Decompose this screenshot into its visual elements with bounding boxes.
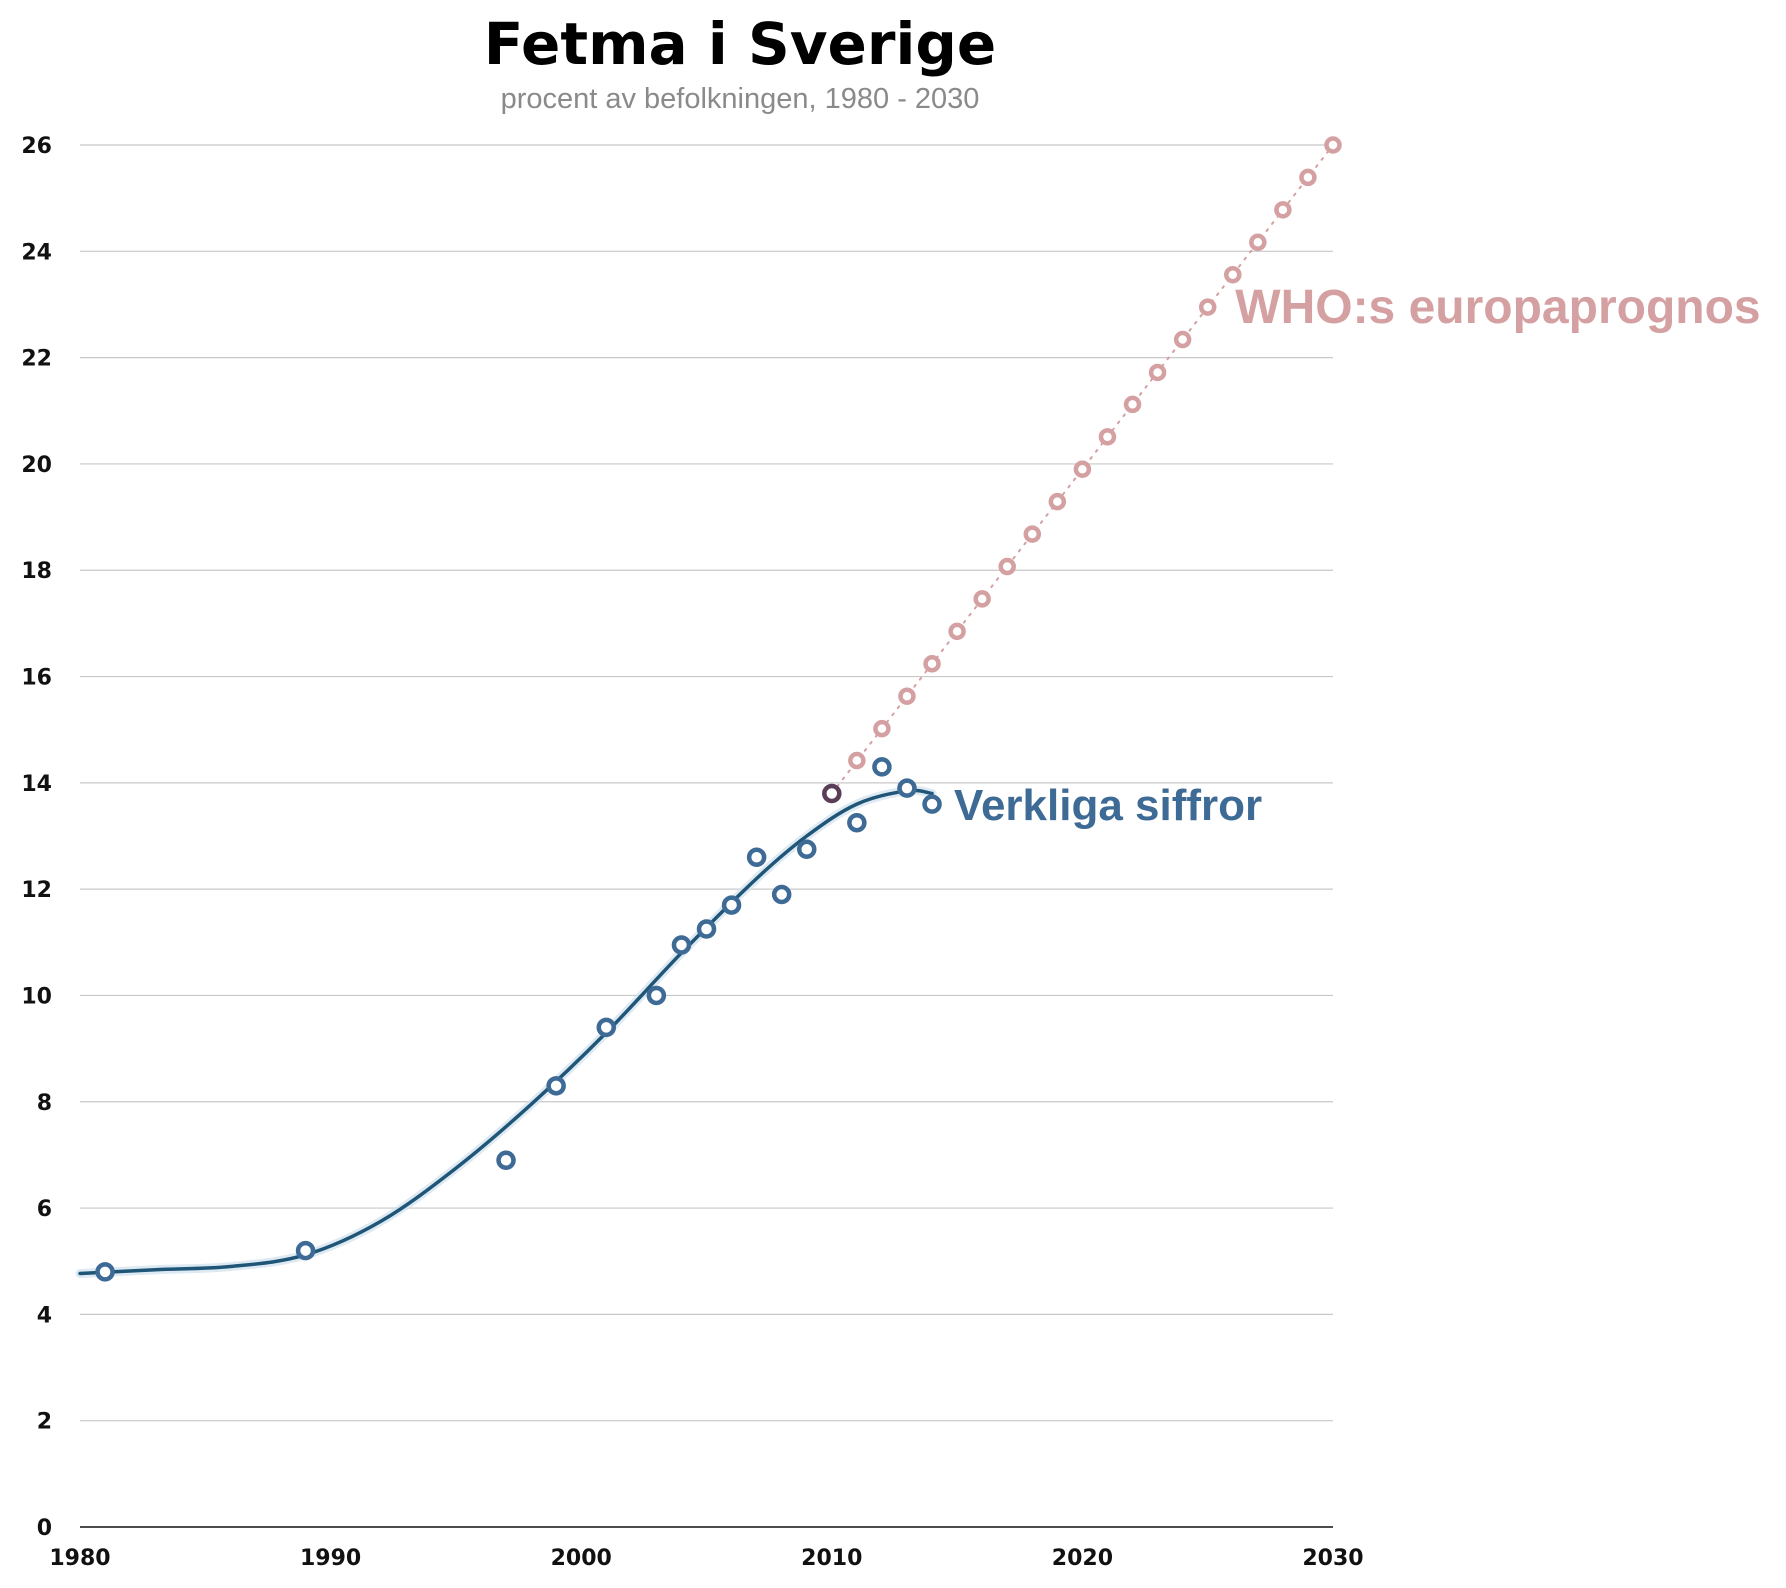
y-tick-label: 26 xyxy=(21,134,52,159)
actual-point xyxy=(496,1150,516,1170)
x-tick-label: 2000 xyxy=(551,1546,612,1571)
trend-line xyxy=(78,788,934,1276)
actual-point xyxy=(796,839,817,860)
x-tick-label: 2020 xyxy=(1052,1546,1113,1571)
x-tick-label: 2010 xyxy=(801,1546,862,1571)
actual-point xyxy=(847,812,867,833)
y-tick-label: 16 xyxy=(21,666,52,691)
actual-point xyxy=(897,778,917,798)
who-forecast-point xyxy=(1198,298,1217,316)
y-tick-label: 22 xyxy=(21,347,52,372)
who-forecast-point xyxy=(848,751,866,770)
actual-point xyxy=(872,757,892,777)
actual-point xyxy=(646,985,667,1006)
who-forecast-point xyxy=(948,622,966,641)
y-tick-label: 18 xyxy=(21,559,52,584)
who-forecast-point xyxy=(923,655,941,673)
who-forecast-point xyxy=(1123,395,1142,414)
actual-point xyxy=(596,1017,617,1038)
overlap-point xyxy=(822,783,842,804)
actual-point xyxy=(771,884,792,905)
series-label-actual: Verkliga siffror xyxy=(954,781,1262,830)
who-forecast-point xyxy=(1023,525,1042,543)
y-tick-label: 4 xyxy=(37,1303,52,1328)
y-tick-label: 20 xyxy=(21,453,52,478)
who-forecast-point xyxy=(1249,233,1267,252)
who-forecast-points xyxy=(848,136,1342,770)
y-tick-label: 0 xyxy=(37,1516,52,1541)
x-tick-label: 1990 xyxy=(300,1546,361,1571)
y-tick-label: 10 xyxy=(21,984,52,1009)
who-forecast-point xyxy=(1173,330,1192,349)
actual-point xyxy=(746,847,767,868)
actual-trend-line xyxy=(75,785,937,1278)
who-forecast-point xyxy=(873,719,891,738)
x-axis-ticks: 1980 1990 2000 2010 2020 2030 xyxy=(49,1546,1363,1571)
y-tick-label: 12 xyxy=(21,878,52,903)
chart-title: Fetma i Sverige xyxy=(484,10,996,78)
who-forecast-point xyxy=(1324,136,1342,154)
y-tick-label: 8 xyxy=(37,1091,52,1116)
series-label-who: WHO:s europaprognos xyxy=(1235,281,1760,334)
actual-point xyxy=(671,935,692,955)
who-forecast-point xyxy=(1224,265,1242,284)
chart-subtitle: procent av befolkningen, 1980 - 2030 xyxy=(501,83,980,115)
actual-point xyxy=(696,919,717,939)
who-forecast-line xyxy=(830,144,1334,795)
who-forecast-point xyxy=(1274,201,1292,219)
gridlines xyxy=(80,144,1333,1422)
actual-point xyxy=(95,1262,115,1282)
trend-confidence-band xyxy=(75,785,937,1278)
actual-point xyxy=(721,895,742,915)
y-tick-label: 6 xyxy=(37,1197,52,1222)
actual-point xyxy=(546,1076,566,1096)
who-forecast-point xyxy=(898,687,916,705)
y-tick-label: 14 xyxy=(21,772,52,797)
actual-point xyxy=(295,1240,316,1261)
who-forecast-point xyxy=(1148,363,1167,382)
who-forecast-point xyxy=(1098,428,1117,446)
x-tick-label: 1980 xyxy=(49,1546,110,1571)
who-forecast-point xyxy=(1048,492,1067,511)
y-tick-label: 2 xyxy=(37,1410,52,1435)
who-forecast-dotted-line xyxy=(830,144,1334,795)
who-forecast-point xyxy=(1299,168,1317,187)
who-forecast-point xyxy=(998,557,1016,576)
actual-point xyxy=(922,794,942,814)
who-forecast-point xyxy=(973,590,991,608)
actual-points xyxy=(95,757,942,1282)
who-forecast-point xyxy=(1073,460,1092,478)
x-tick-label: 2030 xyxy=(1302,1546,1363,1571)
y-tick-label: 24 xyxy=(21,240,52,265)
